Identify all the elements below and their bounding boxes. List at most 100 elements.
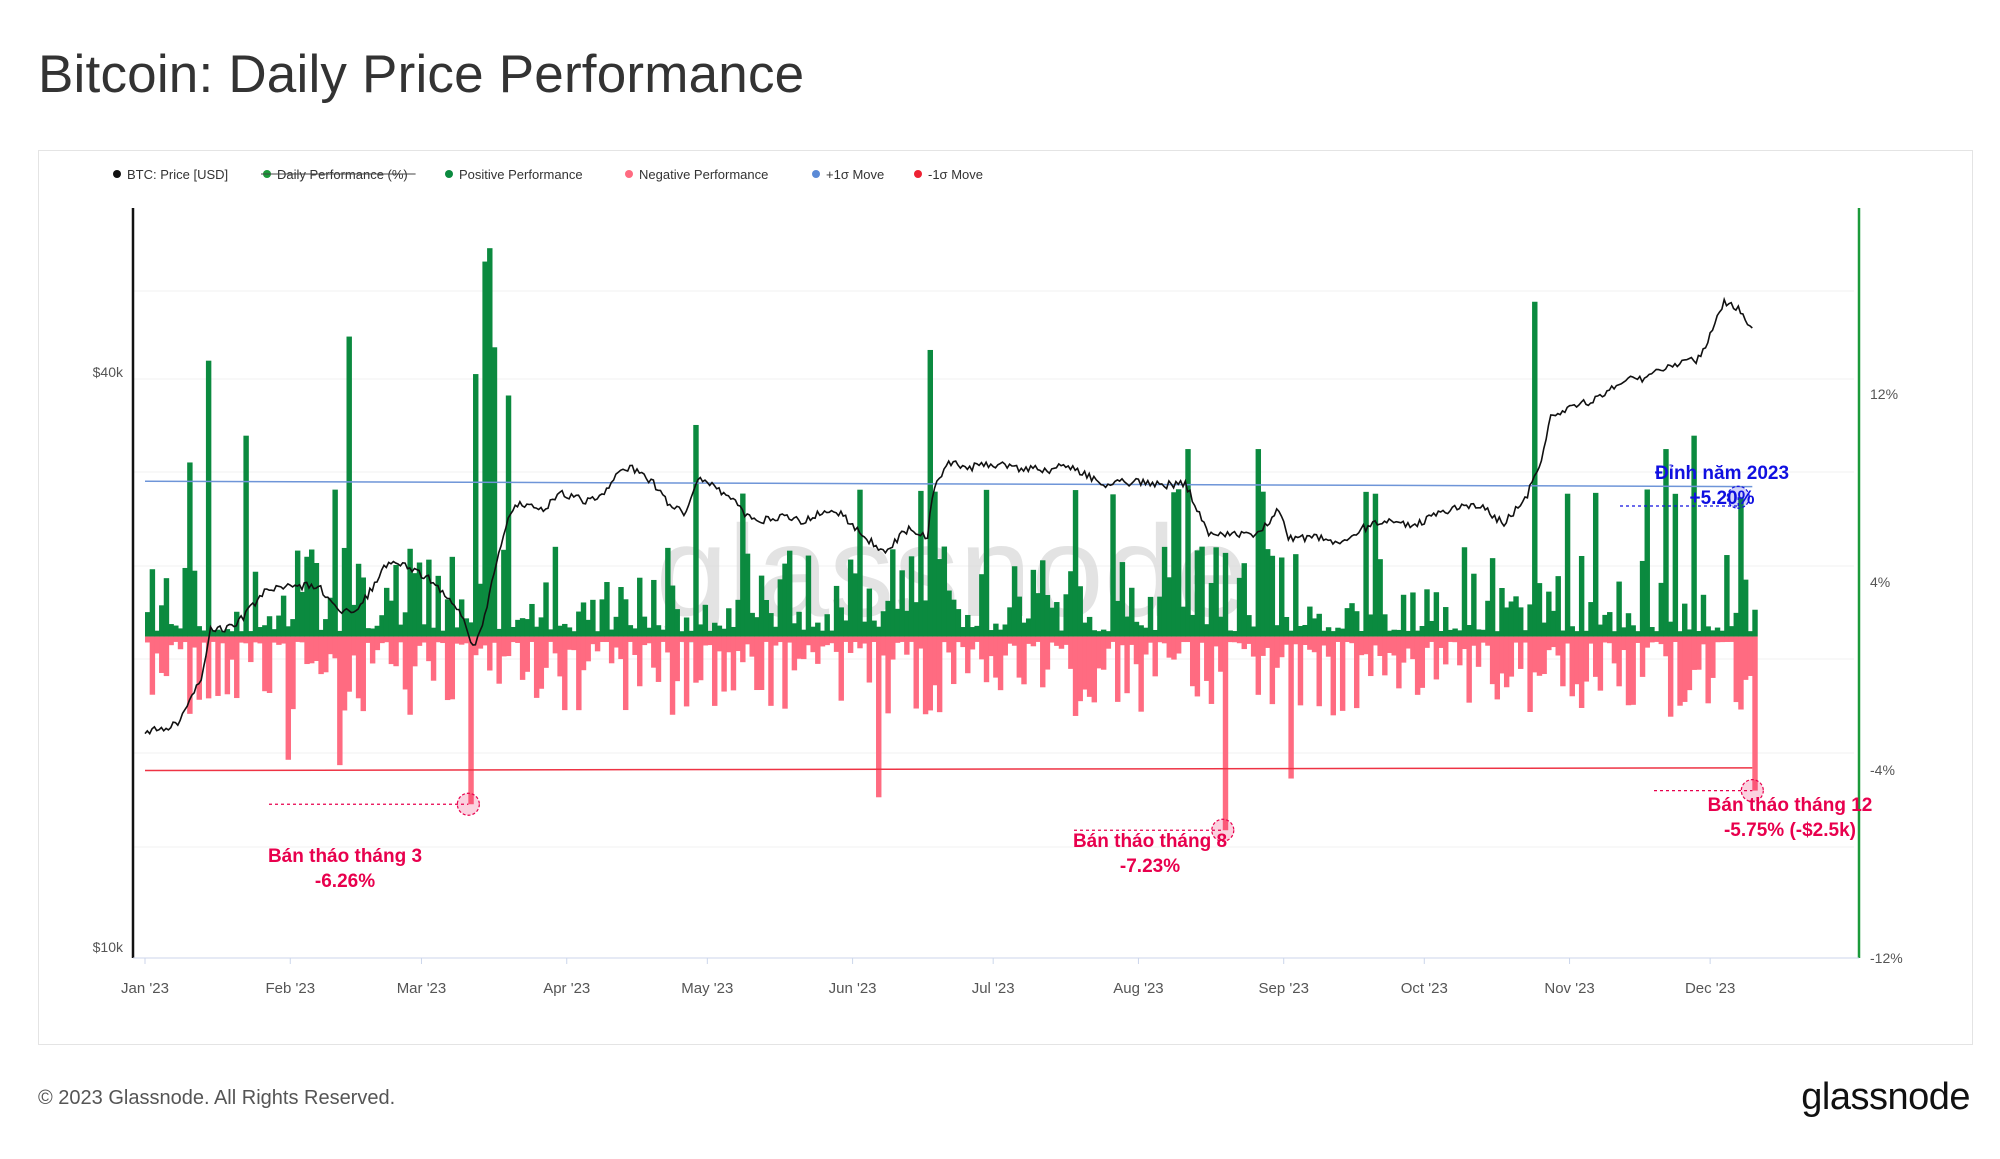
negative-bar: [1143, 636, 1149, 655]
x-tick-label: Dec '23: [1685, 980, 1735, 997]
positive-bar: [210, 630, 217, 637]
annotations: Bán tháo tháng 3 -6.26% Bán tháo tháng 8 -7…: [268, 463, 1872, 892]
positive-bar: [1555, 576, 1561, 637]
negative-bar: [1696, 636, 1702, 670]
positive-bar: [763, 599, 769, 637]
positive-bar: [543, 582, 549, 637]
positive-bar: [1414, 630, 1421, 637]
positive-bar: [683, 617, 690, 637]
negative-bar: [1405, 636, 1411, 649]
negative-bar: [182, 636, 188, 643]
negative-bar: [229, 636, 235, 660]
positive-bar: [1588, 602, 1594, 637]
negative-bar: [941, 636, 948, 643]
negative-bar: [1363, 636, 1369, 655]
positive-bar: [1054, 602, 1060, 637]
x-tick-label: Apr '23: [543, 980, 590, 997]
positive-bar: [510, 626, 516, 637]
negative-bar: [402, 636, 409, 690]
positive-bar: [693, 424, 699, 637]
negative-bar: [168, 636, 174, 646]
negative-bar: [1419, 636, 1426, 688]
negative-bar: [936, 636, 943, 713]
positive-bar: [1550, 610, 1557, 637]
negative-bar: [763, 636, 769, 642]
negative-bar: [1246, 636, 1252, 644]
positive-bar: [1508, 601, 1515, 637]
positive-bar: [749, 612, 755, 637]
positive-bar: [1710, 630, 1716, 637]
right-tick-label: 12%: [1870, 386, 1898, 402]
negative-bar: [1283, 636, 1290, 645]
positive-bar: [1386, 630, 1393, 637]
negative-bar: [1358, 636, 1365, 656]
positive-bar: [768, 613, 774, 637]
negative-bar: [210, 636, 217, 642]
positive-bar: [1044, 595, 1051, 637]
negative-bar: [1025, 636, 1032, 644]
positive-bar: [1115, 600, 1121, 637]
positive-bar: [187, 462, 193, 637]
negative-bar: [1724, 636, 1730, 642]
negative-bar: [580, 636, 587, 671]
negative-bar: [1597, 636, 1604, 691]
negative-bar: [1260, 636, 1266, 656]
negative-bar: [815, 636, 821, 664]
negative-bar: [716, 636, 723, 652]
positive-bar: [313, 562, 320, 637]
negative-bar: [1016, 636, 1023, 678]
positive-bar: [1344, 608, 1351, 637]
negative-bar: [1255, 636, 1262, 695]
legend-label: BTC: Price [USD]: [127, 167, 228, 182]
positive-bar: [1255, 449, 1262, 637]
negative-bar: [791, 636, 798, 671]
negative-bar: [1747, 636, 1754, 676]
positive-bar: [440, 630, 446, 637]
negative-bar: [1218, 636, 1224, 672]
positive-bar: [979, 574, 985, 637]
negative-bar: [1293, 636, 1299, 645]
positive-bar: [515, 619, 521, 637]
negative-bar: [894, 636, 901, 643]
positive-bar: [918, 490, 924, 637]
positive-bar: [435, 575, 441, 637]
negative-bar: [1710, 636, 1716, 678]
positive-bar: [580, 602, 587, 637]
negative-bar: [782, 636, 788, 709]
positive-bar: [1297, 625, 1304, 637]
negative-bar: [1569, 636, 1575, 697]
negative-bar: [1175, 636, 1182, 654]
negative-bar: [1578, 636, 1585, 708]
positive-bar: [1377, 559, 1383, 637]
legend-label: -1σ Move: [928, 167, 983, 182]
positive-bar: [458, 599, 465, 637]
negative-bar: [1714, 636, 1721, 643]
negative-bar: [205, 636, 212, 699]
glassnode-logo: glassnode: [1801, 1076, 1970, 1118]
positive-bar: [1185, 449, 1191, 637]
left-tick-label: $10k: [93, 939, 124, 955]
negative-bar: [163, 636, 170, 677]
positive-bar: [1405, 630, 1411, 637]
negative-bar: [946, 636, 952, 653]
positive-bar: [1222, 552, 1229, 637]
negative-bar: [1339, 636, 1346, 711]
negative-bar: [1288, 636, 1294, 779]
negative-bar: [510, 636, 516, 643]
positive-bar: [1518, 607, 1524, 637]
positive-bar: [674, 609, 680, 637]
positive-bar: [1368, 614, 1374, 637]
negative-bar: [398, 636, 404, 643]
annotation-marker: [1726, 485, 1750, 509]
positive-bar: [196, 626, 202, 637]
negative-bar: [1400, 636, 1407, 663]
positive-bar: [669, 585, 676, 637]
negative-bar: [988, 636, 994, 657]
negative-bar: [641, 636, 648, 646]
negative-bar: [655, 636, 662, 682]
positive-bar: [398, 624, 404, 637]
positive-bar: [1700, 594, 1707, 637]
negative-bar: [444, 636, 451, 701]
positive-bar: [341, 547, 348, 637]
positive-bar: [1316, 613, 1322, 637]
